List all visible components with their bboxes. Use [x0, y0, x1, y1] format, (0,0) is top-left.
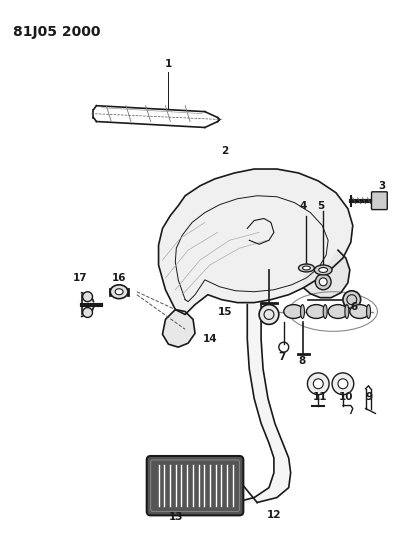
- Text: 81J05 2000: 81J05 2000: [13, 25, 100, 38]
- Text: 15: 15: [217, 306, 232, 317]
- Ellipse shape: [319, 268, 328, 272]
- Ellipse shape: [303, 266, 310, 270]
- Circle shape: [343, 290, 361, 309]
- Polygon shape: [158, 169, 353, 314]
- Circle shape: [338, 379, 348, 389]
- Ellipse shape: [314, 265, 332, 275]
- Polygon shape: [303, 250, 350, 297]
- FancyBboxPatch shape: [372, 192, 387, 209]
- Ellipse shape: [307, 304, 326, 318]
- Text: 2: 2: [221, 146, 228, 156]
- Text: 7: 7: [278, 352, 286, 362]
- Text: 14: 14: [203, 334, 217, 344]
- Polygon shape: [234, 304, 291, 503]
- Text: 8: 8: [298, 356, 305, 366]
- Circle shape: [83, 292, 93, 302]
- Ellipse shape: [299, 264, 314, 272]
- Text: 13: 13: [169, 512, 184, 522]
- Text: 4: 4: [300, 200, 307, 211]
- Ellipse shape: [284, 304, 303, 318]
- Ellipse shape: [301, 304, 305, 318]
- Circle shape: [313, 379, 323, 389]
- Text: 5: 5: [318, 200, 325, 211]
- Text: 10: 10: [338, 392, 353, 402]
- Circle shape: [259, 304, 279, 325]
- Text: 17: 17: [72, 273, 87, 283]
- Circle shape: [83, 308, 93, 318]
- Text: 16: 16: [112, 273, 126, 283]
- Text: 1: 1: [165, 59, 172, 69]
- Ellipse shape: [350, 304, 370, 318]
- Ellipse shape: [345, 304, 349, 318]
- Text: 3: 3: [379, 181, 386, 191]
- Ellipse shape: [115, 289, 123, 295]
- Text: 11: 11: [313, 392, 327, 402]
- Polygon shape: [162, 310, 195, 347]
- Text: 6: 6: [350, 302, 357, 312]
- Ellipse shape: [366, 304, 370, 318]
- Ellipse shape: [328, 304, 348, 318]
- Ellipse shape: [110, 285, 128, 298]
- Text: 9: 9: [366, 392, 373, 402]
- Text: 12: 12: [267, 511, 281, 520]
- Circle shape: [307, 373, 329, 394]
- Circle shape: [319, 278, 327, 286]
- FancyBboxPatch shape: [147, 456, 243, 515]
- Ellipse shape: [323, 304, 327, 318]
- Circle shape: [315, 274, 331, 290]
- Circle shape: [332, 373, 354, 394]
